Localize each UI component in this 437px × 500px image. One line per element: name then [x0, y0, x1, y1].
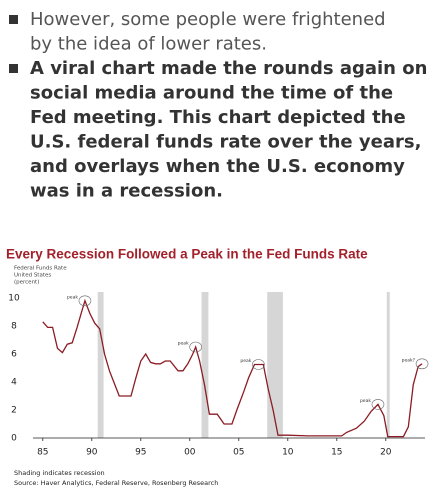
peak-circle	[415, 358, 429, 370]
peak-label: peak	[240, 358, 251, 364]
x-tick-label: 95	[135, 448, 146, 458]
recession-band	[97, 292, 104, 438]
bullet-text: and overlays when the U.S. economy	[30, 156, 405, 177]
peak-label: peak?	[402, 357, 416, 363]
recession-band	[386, 292, 390, 438]
peak-label: peak	[178, 341, 189, 347]
x-tick-label: 90	[86, 448, 98, 458]
peak-circle	[189, 341, 202, 353]
recession-band	[267, 292, 283, 438]
y-tick-label: 6	[11, 350, 17, 360]
bullet-text: However, some people were frightened	[30, 9, 386, 30]
bullet-text: by the idea of lower rates.	[30, 34, 267, 55]
bullet-square	[9, 15, 18, 24]
recession-band	[201, 292, 209, 438]
peak-circle	[252, 359, 265, 370]
x-tick-label: 05	[233, 448, 244, 458]
bullet-text: was in a recession.	[30, 181, 223, 202]
chart-subtitle: Federal Funds Rate	[14, 266, 67, 272]
peak-circle	[371, 399, 385, 410]
rate-line	[42, 298, 423, 438]
peak-circle	[78, 295, 92, 307]
chart-note: Shading indicates recession	[14, 469, 105, 477]
y-tick-label: 10	[8, 294, 20, 304]
bullet-text: A viral chart made the rounds again on	[30, 58, 427, 79]
x-tick-label: 10	[282, 448, 294, 458]
bullet-text: Fed meeting. This chart depicted the	[30, 107, 406, 128]
chart-note: Source: Haver Analytics, Federal Reserve…	[14, 479, 218, 487]
x-tick-label: 15	[331, 448, 342, 458]
chart-subtitle: United States	[14, 273, 51, 279]
bullet-square	[9, 64, 18, 73]
y-tick-label: 4	[11, 378, 17, 388]
y-tick-label: 0	[11, 434, 17, 444]
y-tick-label: 8	[11, 322, 17, 332]
x-tick-label: 20	[380, 448, 392, 458]
chart-title: Every Recession Followed a Peak in the F…	[6, 247, 368, 262]
x-tick-label: 00	[184, 448, 196, 458]
bullet-text: social media around the time of the	[30, 83, 393, 104]
y-tick-label: 2	[11, 406, 17, 416]
chart-subtitle: (percent)	[14, 280, 39, 286]
peak-label: peak	[67, 294, 78, 300]
peak-label: peak	[360, 398, 371, 404]
bullet-text: U.S. federal funds rate over the years,	[30, 132, 421, 153]
x-tick-label: 85	[37, 448, 48, 458]
